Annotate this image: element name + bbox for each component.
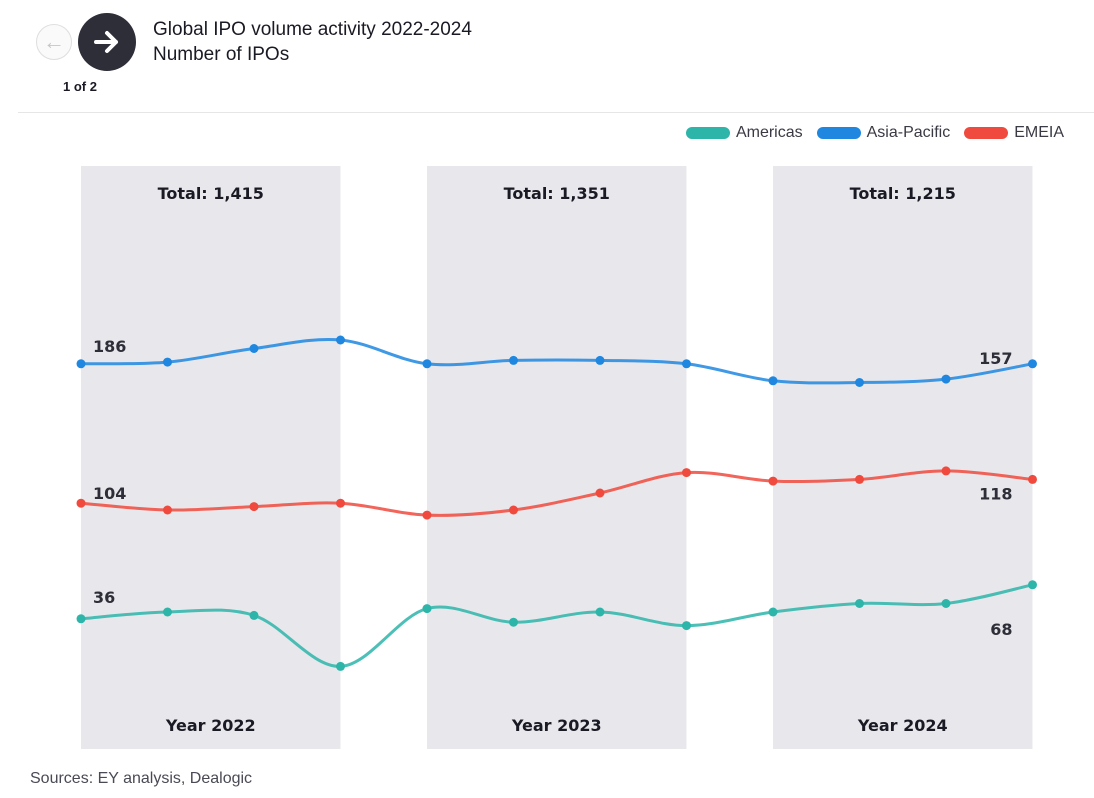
data-point-emeia (249, 502, 259, 512)
legend-swatch-asia-pacific (816, 127, 861, 139)
data-label: 68 (990, 620, 1012, 639)
chart-legend: Americas Asia-Pacific EMEIA (685, 124, 1064, 142)
data-point-americas (336, 661, 345, 671)
data-point-emeia (682, 468, 691, 478)
arrow-right-icon (94, 31, 118, 53)
data-point-asia-pacific (422, 359, 432, 369)
data-point-emeia (595, 488, 605, 498)
year-axis-label: Year 2023 (511, 716, 602, 735)
data-label: 157 (979, 349, 1012, 368)
legend-item-asia-pacific[interactable]: Asia-Pacific (816, 124, 951, 142)
year-total-label: Total: 1,215 (850, 184, 956, 203)
data-point-emeia (422, 510, 432, 520)
data-point-asia-pacific (1028, 359, 1037, 369)
data-point-americas (76, 614, 86, 624)
year-total-label: Total: 1,351 (504, 184, 610, 203)
data-point-asia-pacific (509, 355, 518, 365)
data-point-emeia (941, 466, 951, 476)
year-total-label: Total: 1,415 (158, 184, 264, 203)
legend-swatch-emeia (964, 127, 1009, 139)
page-indicator: 1 of 2 (63, 79, 97, 94)
data-point-emeia (163, 505, 172, 515)
arrow-left-icon: ← (43, 29, 65, 54)
data-point-americas (595, 607, 605, 617)
year-axis-label: Year 2024 (857, 716, 948, 735)
data-point-americas (768, 607, 778, 617)
data-point-emeia (336, 498, 345, 508)
header-divider (18, 112, 1094, 113)
data-point-asia-pacific (595, 355, 605, 365)
data-point-emeia (76, 498, 86, 508)
data-label: 186 (93, 337, 126, 356)
year-panel-year-2023 (427, 166, 687, 749)
data-label: 118 (979, 484, 1012, 503)
data-point-americas (422, 604, 432, 614)
data-point-asia-pacific (249, 344, 259, 353)
data-point-americas (163, 607, 172, 617)
data-point-asia-pacific (682, 359, 691, 369)
data-point-asia-pacific (855, 378, 864, 387)
legend-label-asia-pacific: Asia-Pacific (866, 124, 951, 141)
previous-chart-button[interactable]: ← (36, 24, 72, 60)
series-line-americas (80, 583, 1033, 668)
data-point-americas (682, 621, 691, 631)
data-point-asia-pacific (76, 359, 86, 369)
year-panel-year-2022 (81, 166, 341, 749)
series-line-emeia (80, 469, 1033, 517)
data-point-emeia (509, 505, 518, 515)
data-point-americas (1028, 580, 1037, 590)
data-point-emeia (855, 474, 864, 484)
data-point-asia-pacific (336, 335, 345, 345)
data-point-emeia (1028, 474, 1037, 484)
data-point-americas (941, 599, 951, 608)
chart-subtitle: Number of IPOs (153, 44, 290, 65)
source-note: Sources: EY analysis, Dealogic (30, 770, 253, 787)
legend-label-americas: Americas (735, 124, 803, 141)
data-label: 36 (93, 588, 115, 607)
legend-label-emeia: EMEIA (1014, 124, 1064, 141)
chart-title: Global IPO volume activity 2022-2024 (153, 19, 472, 40)
data-point-americas (249, 610, 259, 620)
data-point-asia-pacific (941, 374, 951, 384)
next-chart-button[interactable] (78, 13, 136, 71)
data-point-asia-pacific (163, 357, 172, 367)
data-point-asia-pacific (768, 376, 778, 386)
data-label: 104 (93, 484, 126, 503)
legend-item-americas[interactable]: Americas (685, 124, 803, 142)
data-point-americas (855, 599, 864, 608)
year-panel-year-2024 (773, 166, 1033, 749)
year-axis-label: Year 2022 (165, 716, 256, 735)
series-line-asia-pacific (80, 338, 1033, 385)
chart-heading: Global IPO volume activity 2022-2024 Num… (153, 17, 472, 67)
legend-swatch-americas (685, 127, 730, 139)
legend-item-emeia[interactable]: EMEIA (964, 124, 1064, 142)
data-point-americas (509, 617, 518, 627)
data-point-emeia (768, 476, 778, 486)
